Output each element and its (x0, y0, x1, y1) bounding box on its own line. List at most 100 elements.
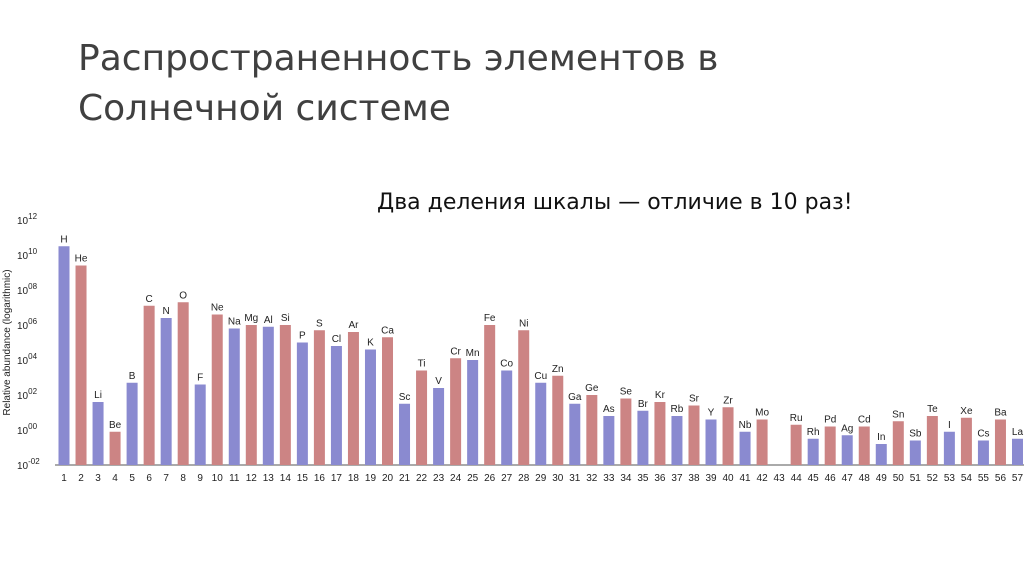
x-tick-label: 38 (688, 473, 700, 484)
symbol-label-V: V (435, 376, 442, 387)
symbol-label-Co: Co (500, 359, 513, 370)
x-tick-label: 7 (163, 473, 169, 484)
bar-Br (637, 410, 649, 465)
y-tick-label: 1006 (17, 317, 38, 332)
symbol-label-Cu: Cu (534, 371, 547, 382)
symbol-label-Cr: Cr (450, 346, 461, 357)
bar-Cl (330, 346, 342, 465)
bar-Ti (416, 370, 428, 465)
symbol-label-Ru: Ru (790, 413, 803, 424)
symbol-label-Ag: Ag (841, 423, 853, 434)
bar-S (313, 330, 325, 465)
bar-Ag (841, 435, 853, 465)
bar-K (364, 349, 376, 465)
bar-O (177, 302, 189, 465)
x-tick-label: 37 (671, 473, 683, 484)
slide-title: Распространенность элементов в Солнечной… (78, 34, 838, 134)
x-tick-label: 23 (433, 473, 445, 484)
bar-Cu (535, 382, 547, 465)
symbol-label-Mn: Mn (466, 348, 480, 359)
symbol-label-Te: Te (927, 404, 938, 415)
y-axis-label: Relative abundance (logarithmic) (2, 269, 13, 415)
bar-Ar (347, 332, 359, 465)
symbol-label-P: P (299, 331, 306, 342)
x-tick-label: 32 (586, 473, 598, 484)
x-tick-label: 14 (280, 473, 292, 484)
symbol-label-Al: Al (264, 315, 273, 326)
bar-Y (705, 419, 717, 465)
bar-Ge (586, 395, 598, 465)
y-tick-label: 1012 (17, 212, 38, 227)
bar-Fe (484, 325, 496, 465)
y-tick-label: 1004 (17, 352, 38, 367)
symbol-label-Ne: Ne (211, 303, 224, 314)
bar-Al (262, 326, 274, 465)
title-line-2: Солнечной системе (78, 88, 451, 129)
bar-As (603, 416, 615, 465)
bar-Ga (569, 403, 581, 465)
y-tick-label: 10-02 (17, 457, 40, 472)
x-tick-label: 17 (331, 473, 343, 484)
x-tick-label: 20 (382, 473, 394, 484)
x-tick-label: 49 (876, 473, 888, 484)
bar-Na (228, 328, 240, 465)
bar-Kr (654, 402, 666, 465)
x-tick-label: 44 (791, 473, 803, 484)
x-tick-label: 36 (654, 473, 666, 484)
symbol-label-Zn: Zn (552, 364, 564, 375)
bar-Cr (450, 358, 462, 465)
symbol-label-La: La (1012, 427, 1024, 438)
symbol-label-Mg: Mg (244, 313, 258, 324)
x-tick-label: 10 (212, 473, 224, 484)
symbol-label-Sc: Sc (399, 392, 411, 403)
bar-C (143, 305, 155, 465)
x-tick-label: 22 (416, 473, 428, 484)
x-tick-label: 45 (808, 473, 820, 484)
x-tick-label: 53 (944, 473, 956, 484)
symbol-label-Se: Se (620, 387, 633, 398)
bar-Mg (245, 325, 257, 465)
bar-Pd (824, 426, 836, 465)
symbol-label-Pd: Pd (824, 415, 836, 426)
x-tick-label: 47 (842, 473, 854, 484)
x-tick-label: 15 (297, 473, 309, 484)
symbol-label-Rh: Rh (807, 427, 820, 438)
symbol-label-Fe: Fe (484, 313, 496, 324)
symbol-label-Mo: Mo (755, 408, 769, 419)
x-tick-label: 4 (112, 473, 118, 484)
bar-I (943, 431, 955, 465)
symbol-label-Zr: Zr (723, 395, 733, 406)
x-tick-label: 43 (774, 473, 786, 484)
bar-Li (92, 402, 104, 465)
bar-Xe (960, 417, 972, 465)
x-tick-label: 40 (722, 473, 734, 484)
x-tick-label: 21 (399, 473, 411, 484)
bar-Zn (552, 375, 564, 465)
symbol-label-K: K (367, 338, 374, 349)
x-tick-label: 35 (637, 473, 649, 484)
bar-P (296, 342, 308, 465)
symbol-label-Br: Br (638, 399, 649, 410)
bar-Mo (756, 419, 768, 465)
symbol-label-Sr: Sr (689, 394, 700, 405)
bar-Sb (909, 440, 921, 465)
y-tick-label: 1000 (17, 422, 38, 437)
symbol-label-B: B (129, 371, 136, 382)
x-tick-label: 29 (535, 473, 547, 484)
title-line-1: Распространенность элементов в (78, 38, 719, 79)
bar-Sc (399, 403, 411, 465)
x-tick-label: 19 (365, 473, 377, 484)
bar-Ni (518, 330, 530, 465)
x-tick-label: 13 (263, 473, 275, 484)
x-tick-label: 39 (705, 473, 717, 484)
bar-Be (109, 431, 121, 465)
bar-V (433, 388, 445, 465)
symbol-label-Rb: Rb (671, 404, 684, 415)
symbol-label-Ga: Ga (568, 392, 582, 403)
symbol-label-In: In (877, 432, 885, 443)
x-tick-label: 26 (484, 473, 496, 484)
abundance-bar-chart: Relative abundance (logarithmic) 1012 10 10… (2, 212, 1024, 484)
bar-Nb (739, 431, 751, 465)
bar-Zr (722, 407, 734, 465)
x-tick-label: 33 (603, 473, 615, 484)
